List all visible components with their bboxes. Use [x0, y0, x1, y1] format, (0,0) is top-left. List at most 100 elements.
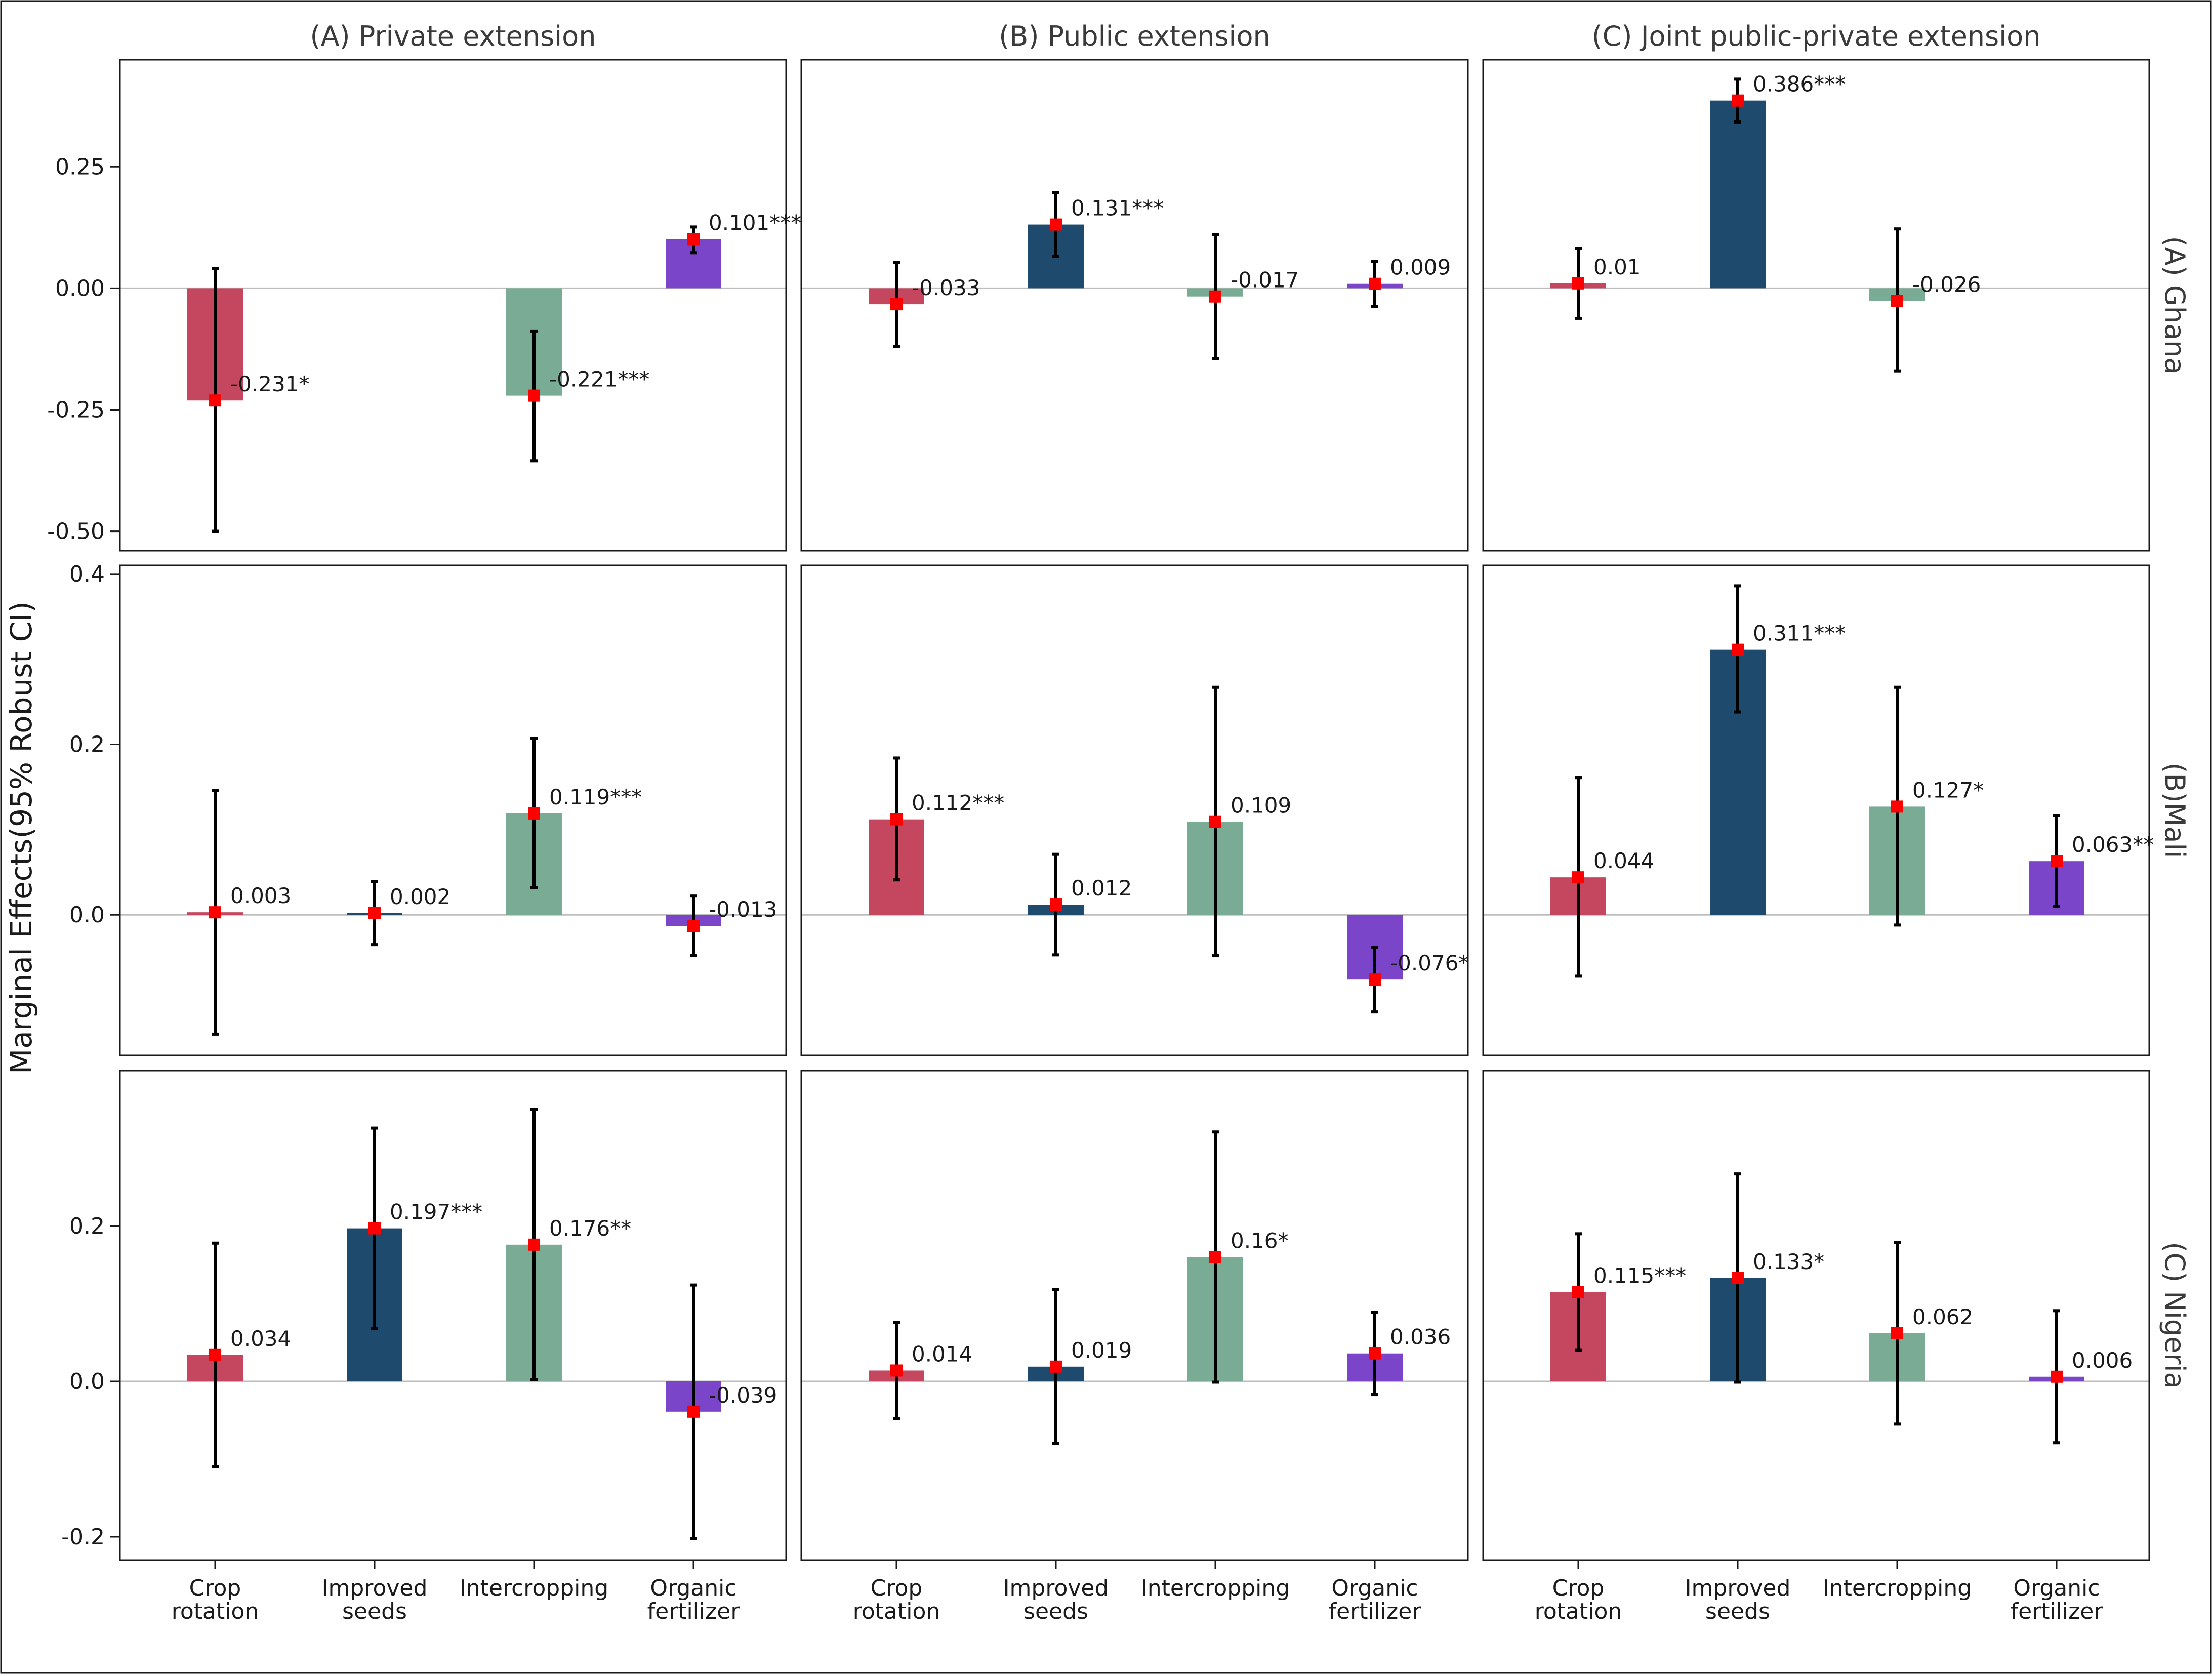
data-label: 0.109 [1231, 793, 1291, 818]
data-label: 0.127* [1912, 778, 1984, 802]
point-estimate [2051, 1370, 2063, 1383]
y-tick-label: 0.2 [69, 732, 105, 758]
panel-frame [1482, 59, 2150, 552]
x-tick-label: Crop [871, 1575, 923, 1601]
panel: 0.044 0.311*** 0.127* 0.063** [1482, 564, 2154, 1056]
data-label: 0.197*** [390, 1200, 482, 1224]
row-title: (B)Mali [2159, 763, 2191, 859]
point-estimate [209, 394, 221, 407]
bar [1710, 100, 1766, 289]
point-estimate [1369, 1347, 1381, 1360]
point-estimate [1891, 800, 1903, 813]
x-tick-label: fertilizer [647, 1599, 741, 1624]
y-tick-label: 0.25 [55, 154, 105, 180]
point-estimate [1050, 1360, 1062, 1373]
panel-frame [800, 564, 1469, 1056]
point-estimate [1891, 295, 1903, 307]
data-label: -0.076* [1390, 951, 1469, 975]
point-estimate [1369, 277, 1381, 290]
x-tick-label: seeds [342, 1599, 407, 1624]
point-estimate [1572, 277, 1584, 290]
x-tick-label: Crop [1552, 1575, 1605, 1601]
point-estimate [687, 920, 700, 932]
point-estimate [1050, 218, 1062, 231]
point-estimate [890, 1364, 903, 1377]
panel: 0.112*** 0.012 0.109 -0.076* [800, 564, 1469, 1056]
column-title: (B) Public extension [999, 20, 1271, 52]
x-tick-label: Crop [189, 1575, 241, 1601]
data-label: 0.133* [1753, 1249, 1824, 1274]
data-label: 0.012 [1071, 876, 1132, 901]
panels-layer: (A) Private extension (B) Public extensio… [47, 20, 2191, 1624]
panel: -0.033 0.131*** -0.017 0.009 [800, 59, 1469, 552]
data-label: 0.386*** [1753, 72, 1846, 97]
y-tick-label: -0.2 [61, 1524, 105, 1550]
point-estimate [890, 298, 903, 311]
column-title: (A) Private extension [310, 20, 596, 52]
x-tick-label: rotation [853, 1599, 940, 1624]
point-estimate [528, 389, 540, 402]
data-label: 0.034 [230, 1326, 291, 1351]
row-title: (A) Ghana [2159, 236, 2191, 375]
panel-frame [119, 1070, 787, 1561]
point-estimate [1209, 290, 1221, 303]
x-tick-label: Intercropping [460, 1575, 608, 1601]
point-estimate [687, 233, 700, 246]
point-estimate [1209, 815, 1221, 828]
row-title: (C) Nigeria [2159, 1242, 2191, 1388]
x-tick-label: Improved [1685, 1575, 1791, 1601]
point-estimate [1732, 643, 1744, 656]
point-estimate [1209, 1251, 1221, 1263]
panel: 0.003 0.002 0.119*** -0.013 [119, 564, 787, 1056]
point-estimate [368, 1222, 381, 1235]
data-label: 0.01 [1593, 255, 1641, 279]
data-label: -0.026 [1912, 272, 1981, 297]
x-tick-label: Organic [2013, 1575, 2100, 1601]
point-estimate [209, 1348, 221, 1361]
data-label: 0.006 [2072, 1348, 2133, 1373]
panel: -0.231* -0.221*** 0.101*** [119, 59, 801, 552]
x-tick-label: Organic [1331, 1575, 1418, 1601]
y-tick-label: 0.2 [69, 1213, 105, 1239]
point-estimate [890, 813, 903, 826]
x-tick-label: seeds [1023, 1599, 1088, 1624]
x-tick-label: Organic [650, 1575, 736, 1601]
data-label: -0.013 [709, 897, 777, 922]
x-tick-label: Improved [322, 1575, 428, 1601]
point-estimate [2051, 855, 2063, 868]
point-estimate [528, 807, 540, 820]
x-tick-label: Intercropping [1823, 1575, 1972, 1601]
panel-frame [1482, 1070, 2150, 1561]
y-tick-label: -0.25 [47, 397, 105, 423]
y-axis-label: Marginal Effects(95% Robust CI) [4, 601, 38, 1074]
x-tick-label: rotation [1535, 1599, 1622, 1624]
point-estimate [1050, 898, 1062, 911]
y-tick-label: 0.4 [69, 561, 105, 587]
data-label: 0.014 [912, 1341, 972, 1366]
panel-frame [119, 564, 787, 1056]
point-estimate [1572, 1286, 1584, 1298]
point-estimate [1572, 871, 1584, 884]
y-tick-label: -0.50 [47, 519, 105, 545]
data-label: 0.112*** [912, 791, 1004, 815]
x-tick-label: Improved [1003, 1575, 1109, 1601]
data-label: -0.221*** [549, 367, 649, 392]
point-estimate [368, 907, 381, 919]
panel-frame [1482, 564, 2150, 1056]
point-estimate [1732, 94, 1744, 107]
x-tick-label: seeds [1705, 1599, 1770, 1624]
y-tick-label: 0.0 [69, 902, 105, 928]
data-label: 0.019 [1071, 1338, 1132, 1363]
x-tick-label: rotation [172, 1599, 259, 1624]
point-estimate [1369, 973, 1381, 986]
column-title: (C) Joint public-private extension [1592, 20, 2041, 52]
data-label: 0.002 [390, 884, 450, 909]
data-label: 0.036 [1390, 1325, 1451, 1350]
point-estimate [528, 1238, 540, 1251]
data-label: 0.119*** [549, 785, 642, 809]
data-label: 0.003 [230, 883, 291, 908]
